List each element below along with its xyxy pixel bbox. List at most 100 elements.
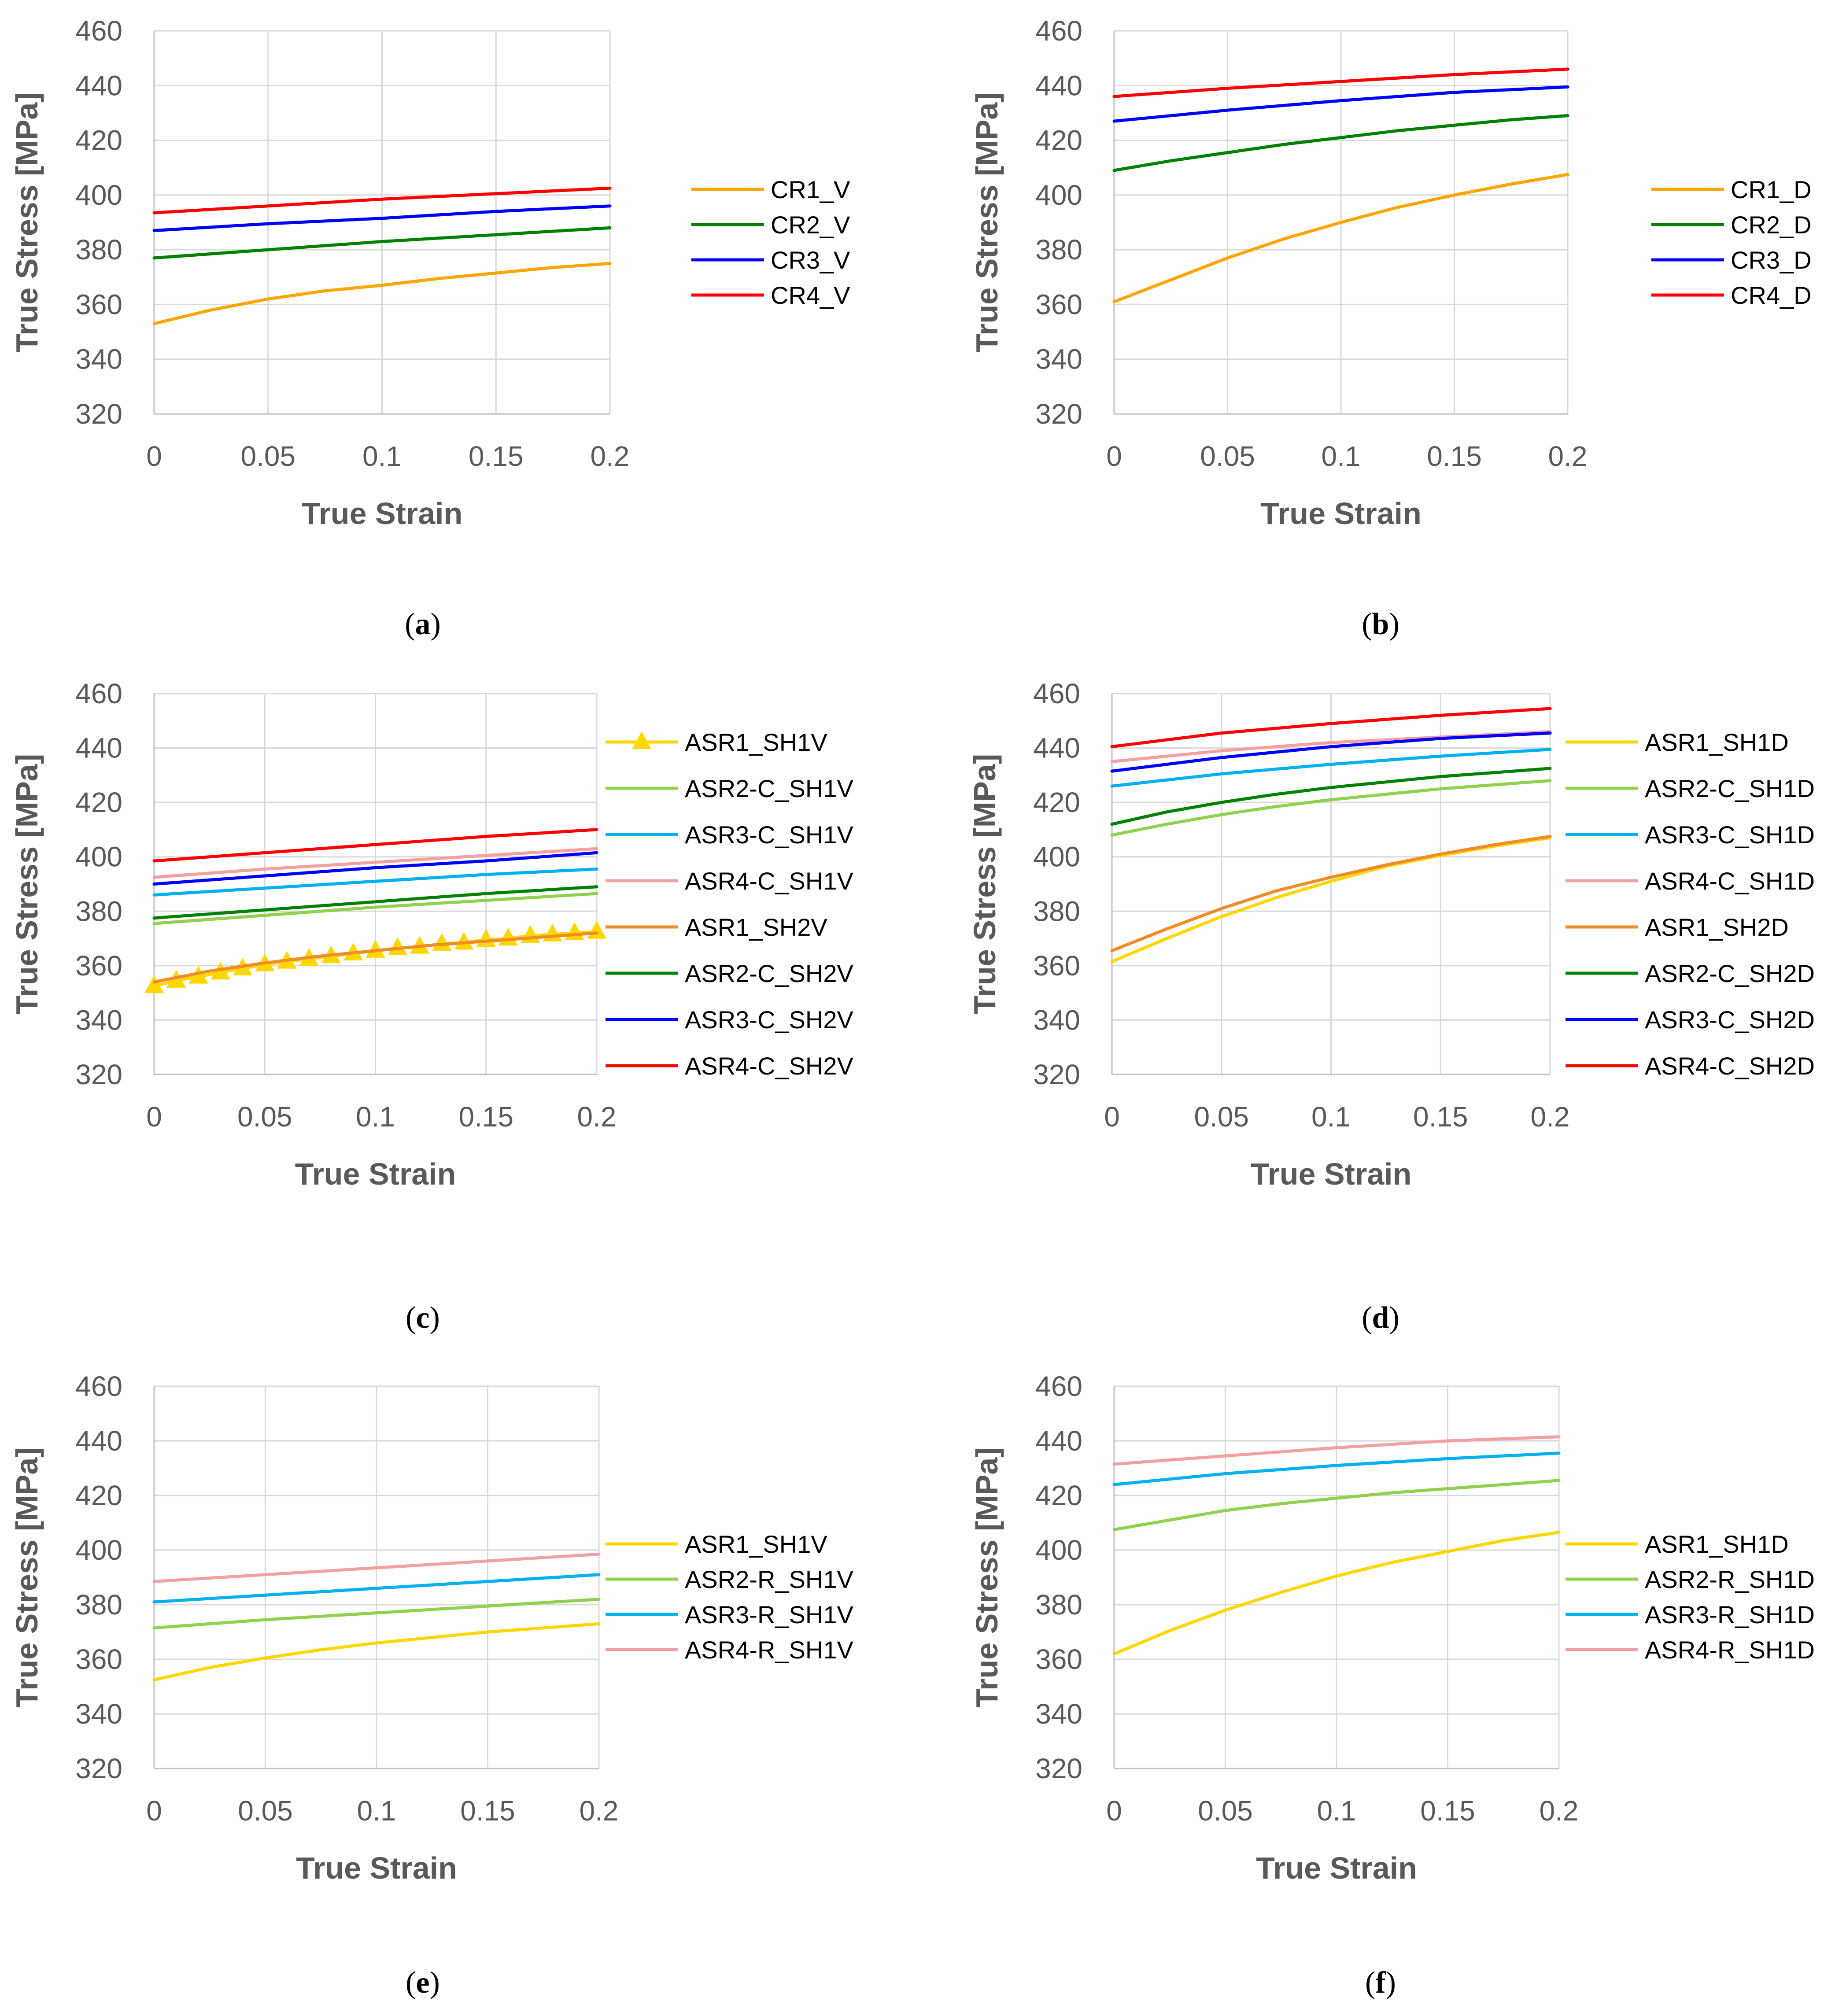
legend-label: ASR3-C_SH2D (1645, 1006, 1815, 1034)
y-tick-label: 320 (75, 1059, 122, 1090)
y-tick-label: 380 (1035, 234, 1082, 266)
x-tick-label: 0.1 (356, 1101, 395, 1133)
legend-label: ASR1_SH1D (1645, 1530, 1789, 1558)
series-line-ASR4-C_SH2D (1110, 707, 1552, 748)
y-tick-label: 360 (1033, 950, 1080, 982)
x-tick-label: 0.2 (580, 1795, 619, 1827)
legend-label: ASR1_SH1V (685, 1530, 827, 1558)
series-line-ASR4-R_SH1V (152, 1552, 601, 1583)
caption-close-paren: ) (430, 1301, 440, 1335)
y-tick-label: 460 (75, 15, 122, 47)
x-tick-label: 0.2 (577, 1101, 617, 1133)
series-line-ASR3-R_SH1V (152, 1573, 601, 1604)
y-tick-label: 340 (75, 343, 122, 375)
caption-close-paren: ) (430, 1966, 440, 2000)
legend-label: ASR2-C_SH1D (1645, 775, 1815, 802)
series-line-CR4_D (1112, 67, 1569, 98)
legend-label: ASR3-C_SH2V (685, 1006, 853, 1034)
series-line-ASR3-R_SH1D (1112, 1451, 1561, 1486)
series-line-ASR4-R_SH1D (1112, 1435, 1561, 1466)
x-tick-label: 0.05 (1194, 1101, 1249, 1133)
caption-letter: b (1372, 607, 1389, 641)
chart-panel-e: 320 340 360 380 400 420 440 460 0 0.05 0.1 0.15 0.2 T… (10, 1370, 853, 2000)
series-line-ASR3-C_SH1V (152, 868, 598, 897)
series-line-ASR3-C_SH1D (1110, 748, 1552, 788)
legend-label: ASR2-C_SH1V (685, 775, 853, 802)
legend-label: ASR4-R_SH1D (1645, 1636, 1815, 1664)
chart-panel-a: 320 340 360 380 400 420 440 460 0 0.05 0.1 0.15 0.2 T… (10, 15, 850, 641)
series-line-CR2_V (152, 226, 612, 260)
y-tick-label: 340 (75, 1004, 122, 1036)
series-line-ASR3-C_SH2D (1110, 731, 1552, 773)
series-line-ASR2-C_SH2D (1110, 767, 1552, 826)
series-line-CR3_V (152, 204, 612, 233)
x-tick-label: 0.1 (1311, 1101, 1351, 1133)
legend-label: CR3_D (1731, 246, 1812, 274)
panel-caption: (d) (1362, 1301, 1399, 1335)
x-tick-label: 0.15 (458, 1101, 513, 1133)
legend-label: ASR1_SH1V (685, 728, 827, 756)
caption-letter: f (1375, 1966, 1386, 2000)
y-tick-label: 460 (1035, 15, 1082, 47)
legend-label: ASR2-R_SH1V (685, 1566, 853, 1593)
y-axis-title: True Stress [MPa] (970, 1447, 1004, 1707)
x-tick-label: 0.05 (1198, 1795, 1253, 1827)
x-tick-label: 0 (146, 1795, 162, 1827)
x-tick-label: 0 (1106, 1795, 1122, 1827)
x-tick-label: 0.15 (1427, 440, 1482, 472)
y-tick-label: 440 (75, 1425, 122, 1457)
series-line-ASR2-R_SH1D (1112, 1479, 1561, 1531)
y-tick-label: 340 (1035, 1698, 1082, 1730)
y-tick-label: 440 (75, 70, 122, 101)
chart-panel-c: 320 340 360 380 400 420 440 460 0 0.05 0.1 0.15 0.2 T… (10, 678, 853, 1335)
caption-open-paren: ( (1365, 1966, 1375, 2000)
y-axis-title: True Stress [MPa] (970, 92, 1004, 352)
y-tick-label: 320 (1035, 1753, 1082, 1784)
legend-label: ASR4-R_SH1V (685, 1636, 853, 1664)
data-point-marker (587, 921, 606, 939)
x-axis-title: True Strain (295, 1157, 456, 1191)
x-tick-label: 0.15 (469, 440, 524, 472)
y-tick-label: 420 (1033, 786, 1080, 818)
caption-open-paren: ( (406, 1301, 416, 1335)
x-tick-label: 0 (146, 440, 162, 472)
data-point-marker (388, 937, 407, 955)
series-line-ASR2-C_SH1V (152, 892, 598, 925)
x-axis-title: True Strain (1251, 1157, 1412, 1191)
y-tick-label: 460 (75, 678, 122, 709)
panel-caption: (c) (406, 1301, 440, 1335)
caption-open-paren: ( (405, 607, 415, 641)
legend-label: ASR1_SH2D (1645, 913, 1789, 941)
legend-label: ASR1_SH2V (685, 913, 827, 941)
y-tick-label: 360 (75, 1643, 122, 1675)
y-tick-label: 380 (75, 895, 122, 927)
caption-close-paren: ) (1386, 1966, 1396, 2000)
legend-label: CR2_D (1731, 211, 1812, 239)
series-line-CR1_D (1112, 173, 1569, 303)
y-tick-label: 320 (75, 1753, 122, 1784)
series-line-ASR1_SH1D (1112, 1531, 1561, 1656)
x-tick-label: 0.1 (1317, 1795, 1356, 1827)
y-tick-label: 440 (1033, 732, 1080, 764)
y-tick-label: 460 (1035, 1370, 1082, 1402)
legend-label: ASR4-C_SH2D (1645, 1052, 1815, 1080)
legend-label: ASR4-C_SH1D (1645, 867, 1815, 895)
caption-letter: a (415, 607, 431, 641)
x-tick-label: 0.1 (1322, 440, 1361, 472)
panel-caption: (a) (405, 607, 441, 641)
data-point-marker (454, 932, 474, 950)
legend-label: ASR2-R_SH1D (1645, 1566, 1815, 1593)
x-tick-label: 0 (1104, 1101, 1120, 1133)
y-tick-label: 400 (1035, 179, 1082, 211)
legend-label: CR4_V (771, 281, 850, 309)
panel-caption: (f) (1365, 1966, 1396, 2000)
y-tick-label: 360 (75, 288, 122, 320)
chart-panel-f: 320 340 360 380 400 420 440 460 0 0.05 0.1 0.15 0.2 T… (970, 1370, 1815, 2000)
x-tick-label: 0.05 (1200, 440, 1255, 472)
x-tick-label: 0.05 (240, 440, 295, 472)
x-tick-label: 0.2 (1548, 440, 1588, 472)
y-tick-label: 360 (1035, 288, 1082, 320)
y-tick-label: 380 (75, 1589, 122, 1621)
y-tick-label: 400 (75, 841, 122, 873)
chart-panel-d: 320 340 360 380 400 420 440 460 0 0.05 0.1 0.15 0.2 T… (967, 678, 1815, 1335)
